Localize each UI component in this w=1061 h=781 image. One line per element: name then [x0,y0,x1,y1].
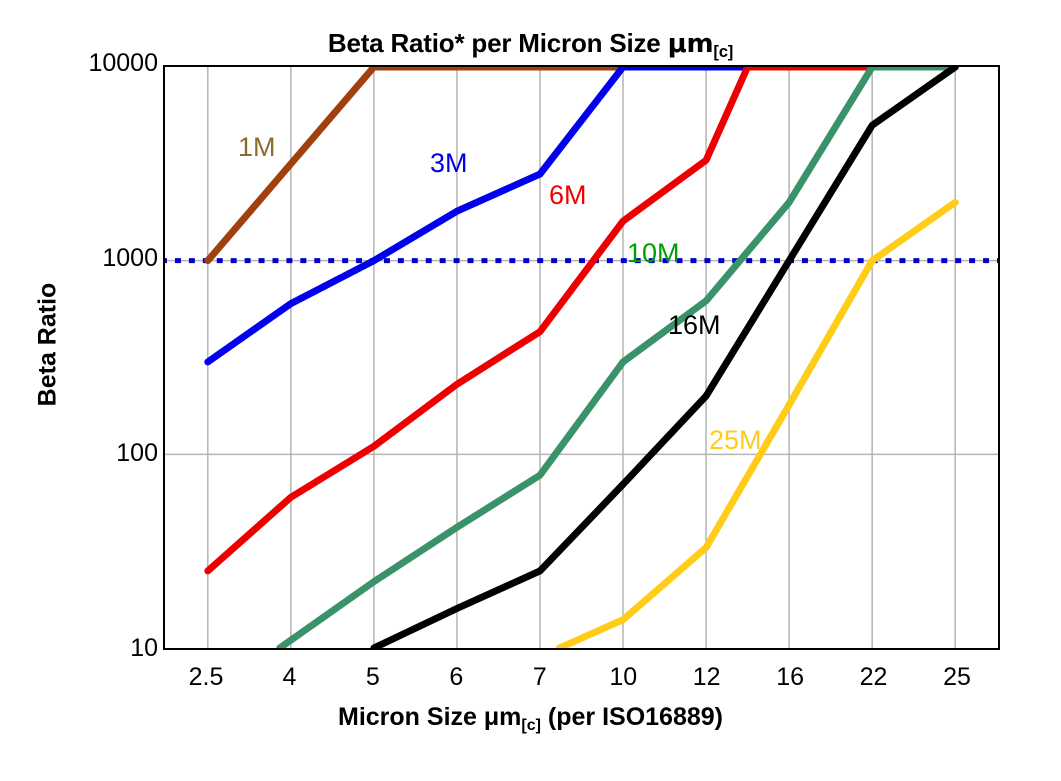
series-line-6M [204,67,959,575]
x-axis-title-subscript: [c] [521,716,541,734]
series-line-10M [276,67,959,648]
x-axis-tick-labels: 2.5 4 5 6 7 10 12 16 22 25 [163,663,1000,699]
chart-title-subscript: [c] [713,41,734,61]
series-line-25M [555,198,959,648]
series-label-16M: 16M [668,310,721,340]
y-tick-label: 10000 [88,49,158,77]
chart-title: Beta Ratio* per Micron Size μm[c] [0,28,1061,61]
series-label-10M: 10M [627,238,680,268]
series-label-25M: 25M [709,425,762,455]
series-layer [204,67,959,648]
x-tick-label: 16 [776,663,805,691]
x-tick-label: 12 [692,663,721,691]
series-label-6M: 6M [549,180,587,210]
series-label-3M: 3M [430,148,468,178]
series-line-1M [204,67,959,265]
x-tick-label: 6 [449,663,464,691]
x-tick-label: 22 [859,663,888,691]
x-tick-label: 25 [943,663,971,691]
chart-title-text: Beta Ratio* per Micron Size [327,28,668,58]
y-tick-label: 100 [116,439,158,467]
chart-title-micron-unit: μm [667,29,714,59]
y-axis-tick-labels: 10000 1000 100 10 [18,49,158,662]
gridlines [165,67,998,648]
series-line-3M [204,67,959,366]
x-axis-title-prefix: Micron Size [338,703,484,731]
x-tick-label: 5 [365,663,380,691]
x-tick-label: 10 [609,663,638,691]
series-label-1M: 1M [238,132,276,162]
x-axis-title-micron-unit: μm [483,703,522,731]
x-tick-label: 4 [282,663,297,691]
x-axis-title: Micron Size μm[c] (per ISO16889) [0,703,1061,734]
plot-area [163,65,1000,650]
chart-canvas [165,67,998,648]
y-tick-label: 10 [130,634,158,662]
x-tick-label: 7 [532,663,547,691]
y-tick-label: 1000 [102,244,158,272]
x-tick-label: 2.5 [188,663,224,691]
series-line-16M [370,67,959,648]
x-axis-title-suffix: (per ISO16889) [540,703,723,731]
